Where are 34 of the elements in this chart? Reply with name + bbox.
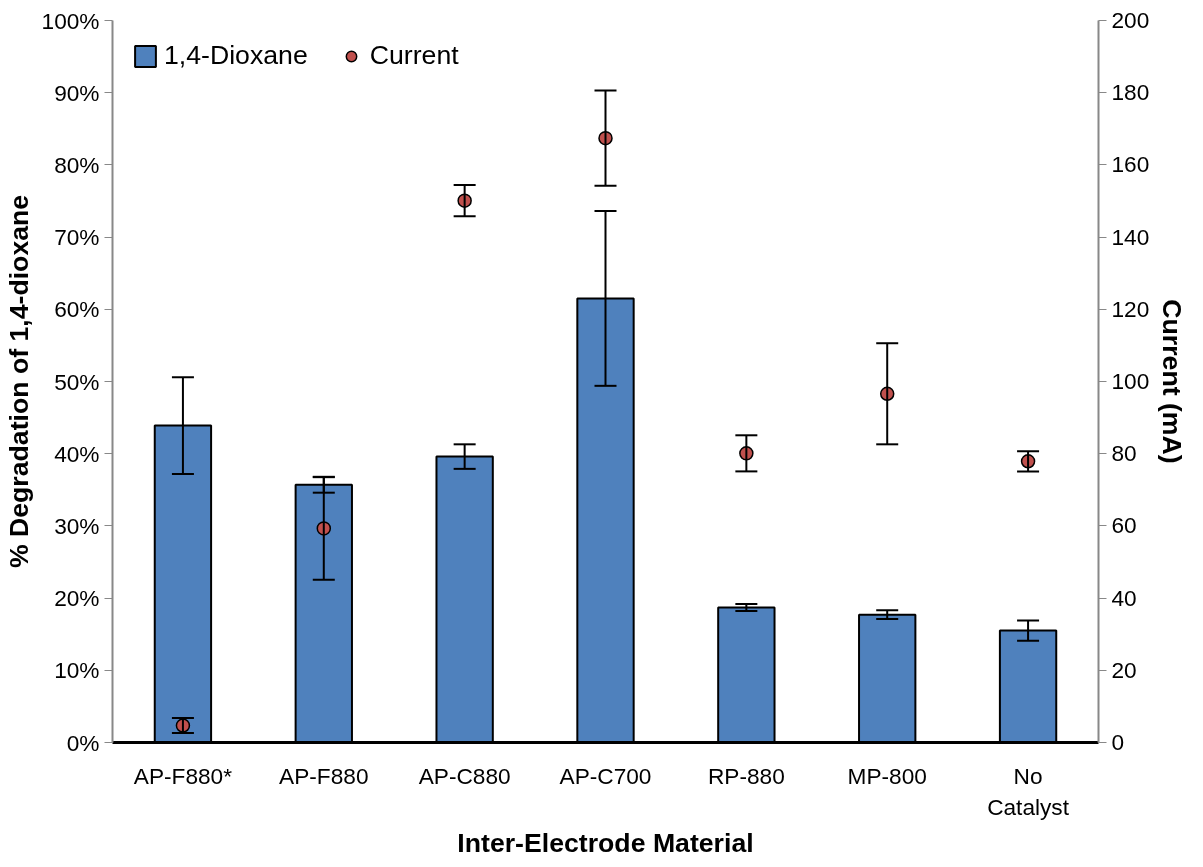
y-tick-label: 100% bbox=[41, 7, 100, 34]
y-tick-label: 30% bbox=[54, 512, 100, 539]
x-tick-label: MP-800 bbox=[847, 762, 927, 789]
legend-label: Current bbox=[369, 40, 459, 71]
y2-tick-label: 160 bbox=[1111, 151, 1150, 178]
x-tick-label: AP-C880 bbox=[418, 762, 511, 789]
legend-label: 1,4-Dioxane bbox=[164, 40, 308, 71]
y2-tick-label: 0 bbox=[1111, 729, 1125, 755]
y-tick-label: 10% bbox=[54, 657, 100, 684]
x-tick-label: AP-C700 bbox=[559, 762, 652, 789]
y-axis-title: % Degradation of 1,4-dioxane bbox=[3, 194, 34, 569]
y2-axis-title: Current (mA) bbox=[1157, 299, 1188, 464]
y2-tick-label: 60 bbox=[1111, 512, 1137, 539]
y-tick-label: 60% bbox=[54, 296, 100, 323]
y2-tick-label: 140 bbox=[1111, 223, 1150, 250]
x-tick-label: No Catalyst bbox=[987, 762, 1070, 820]
y2-tick-label: 120 bbox=[1111, 295, 1150, 322]
y2-tick-label: 40 bbox=[1111, 584, 1137, 611]
y-tick-label: 0% bbox=[66, 729, 100, 756]
y-tick-label: 80% bbox=[54, 151, 100, 178]
y-tick-label: 90% bbox=[54, 79, 100, 106]
y2-tick-label: 200 bbox=[1111, 7, 1150, 33]
x-tick-label: AP-F880 bbox=[279, 762, 369, 789]
y-tick-label: 20% bbox=[54, 585, 100, 612]
y-tick-label: 50% bbox=[54, 368, 100, 395]
y2-tick-label: 80 bbox=[1111, 440, 1137, 467]
x-tick-label: AP-F880* bbox=[133, 762, 233, 789]
x-axis-title: Inter-Electrode Material bbox=[457, 827, 754, 858]
y-tick-label: 40% bbox=[54, 440, 100, 467]
y2-tick-label: 100 bbox=[1111, 368, 1150, 394]
y-tick-label: 70% bbox=[54, 224, 100, 251]
y2-tick-label: 180 bbox=[1111, 79, 1150, 106]
x-tick-label: RP-880 bbox=[707, 762, 785, 789]
y2-tick-label: 20 bbox=[1111, 656, 1137, 683]
